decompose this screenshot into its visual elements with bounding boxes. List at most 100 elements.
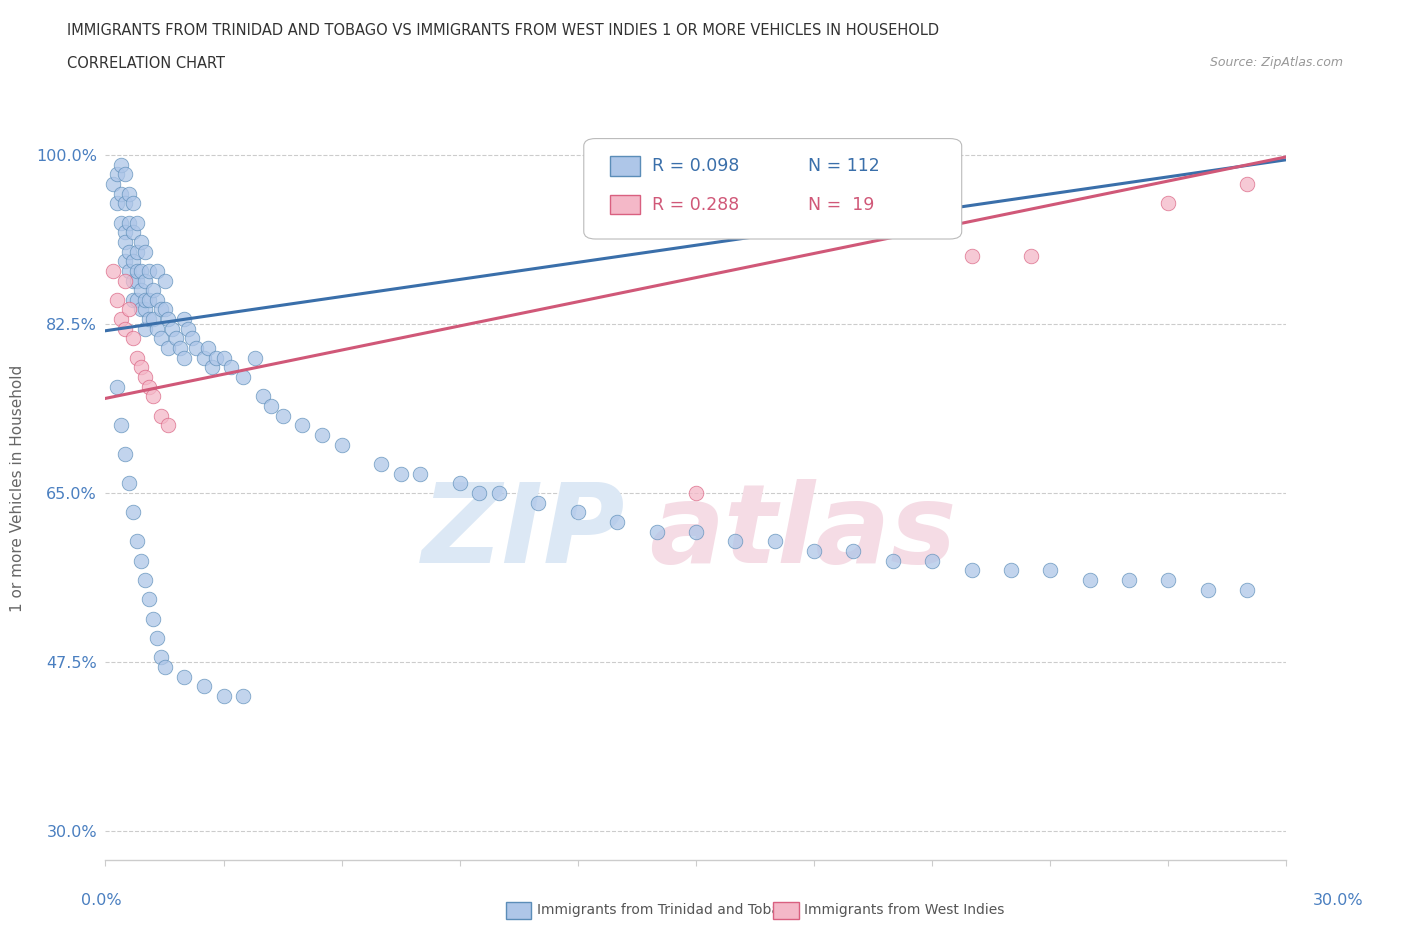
Point (129, 283, 152, 298)
Point (138, 292, 160, 307)
Point (389, 466, 412, 481)
Point (114, 166, 136, 181)
Point (138, 312, 160, 326)
Point (110, 312, 132, 326)
Point (960, 563, 983, 578)
Point (105, 166, 128, 181)
Point (149, 331, 172, 346)
Point (153, 659, 176, 674)
Point (157, 418, 180, 432)
Point (173, 670, 195, 684)
Point (145, 263, 167, 278)
Point (125, 534, 148, 549)
Point (181, 331, 204, 346)
Point (122, 254, 145, 269)
Point (212, 688, 235, 703)
Point (110, 157, 132, 172)
Point (685, 485, 707, 500)
Text: Immigrants from West Indies: Immigrants from West Indies (804, 903, 1005, 918)
Text: CORRELATION CHART: CORRELATION CHART (67, 56, 225, 71)
Point (330, 437, 353, 452)
Text: 0.0%: 0.0% (82, 893, 121, 908)
Point (153, 302, 176, 317)
Point (260, 399, 283, 414)
Point (138, 263, 160, 278)
FancyBboxPatch shape (610, 156, 641, 176)
Point (125, 273, 148, 288)
Point (243, 351, 266, 365)
Point (114, 447, 136, 462)
Point (921, 553, 943, 568)
Point (142, 389, 165, 404)
Point (142, 312, 165, 326)
Point (1078, 573, 1101, 588)
Point (173, 351, 195, 365)
Point (193, 351, 215, 365)
Point (110, 215, 132, 230)
Point (114, 225, 136, 240)
Point (118, 186, 141, 201)
Point (149, 302, 172, 317)
Point (134, 302, 156, 317)
Point (129, 360, 152, 375)
Point (138, 591, 160, 606)
Point (110, 418, 132, 432)
Point (138, 379, 160, 394)
Point (212, 351, 235, 365)
Point (197, 340, 219, 355)
Point (291, 418, 314, 432)
Text: Immigrants from Trinidad and Tobago: Immigrants from Trinidad and Tobago (537, 903, 797, 918)
Point (606, 514, 628, 529)
Point (468, 485, 491, 500)
Point (803, 544, 825, 559)
Point (149, 650, 172, 665)
Point (488, 485, 510, 500)
Point (122, 331, 145, 346)
Point (134, 244, 156, 259)
Point (311, 428, 333, 443)
Point (118, 244, 141, 259)
Point (114, 196, 136, 211)
Point (1039, 563, 1062, 578)
Point (125, 244, 148, 259)
Point (129, 302, 152, 317)
Point (252, 389, 274, 404)
Point (232, 370, 254, 385)
FancyBboxPatch shape (610, 195, 641, 215)
Point (118, 215, 141, 230)
Point (1019, 249, 1042, 264)
Point (105, 379, 128, 394)
Point (960, 249, 983, 264)
Point (105, 196, 128, 211)
Point (118, 302, 141, 317)
Point (201, 360, 224, 375)
Text: R = 0.098: R = 0.098 (652, 157, 740, 175)
Text: ZIP: ZIP (422, 479, 626, 587)
Point (134, 292, 156, 307)
Point (370, 457, 392, 472)
Point (724, 534, 747, 549)
Point (134, 573, 156, 588)
Text: R = 0.288: R = 0.288 (652, 196, 740, 214)
Text: atlas: atlas (648, 479, 956, 587)
Point (122, 273, 145, 288)
Point (165, 331, 187, 346)
Point (162, 322, 184, 337)
Point (134, 370, 156, 385)
Point (882, 553, 904, 568)
Point (125, 292, 148, 307)
Point (157, 340, 180, 355)
Point (169, 340, 191, 355)
Point (153, 273, 176, 288)
Point (125, 263, 148, 278)
FancyBboxPatch shape (583, 139, 962, 239)
Point (134, 322, 156, 337)
Y-axis label: 1 or more Vehicles in Household: 1 or more Vehicles in Household (10, 365, 25, 612)
Point (129, 553, 152, 568)
Point (103, 177, 125, 192)
Point (118, 476, 141, 491)
Text: N =  19: N = 19 (808, 196, 875, 214)
Point (1197, 582, 1219, 597)
Point (114, 322, 136, 337)
Point (134, 273, 156, 288)
